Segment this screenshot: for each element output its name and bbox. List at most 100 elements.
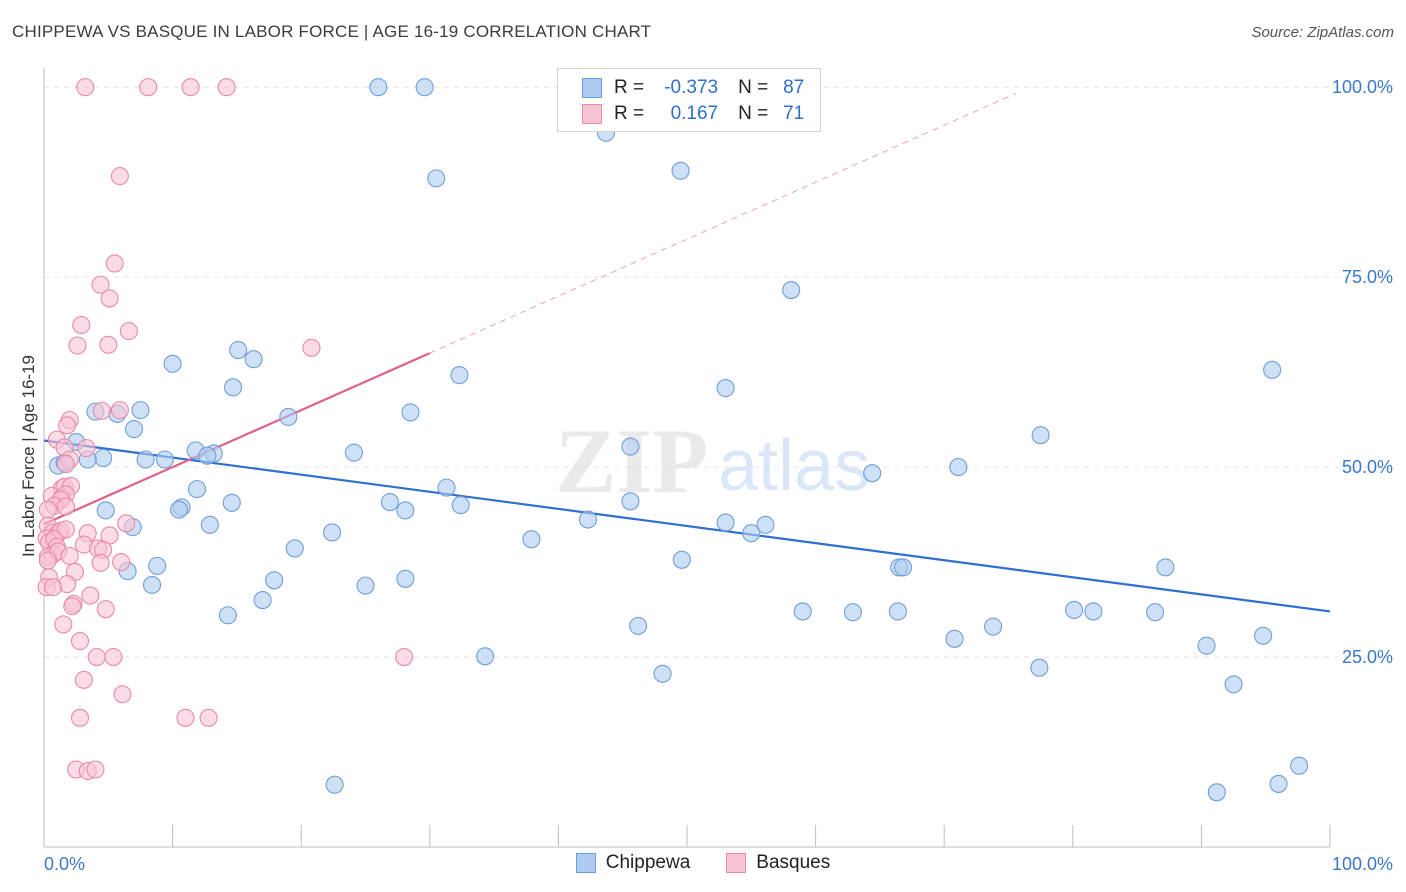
point-chippewa bbox=[427, 169, 446, 188]
point-chippewa bbox=[984, 617, 1003, 636]
legend-n-value: 87 bbox=[783, 77, 805, 98]
point-chippewa bbox=[1156, 558, 1175, 577]
point-basques bbox=[70, 708, 90, 727]
point-chippewa bbox=[415, 78, 434, 97]
trend-line-chippewa bbox=[43, 439, 1331, 613]
point-chippewa bbox=[522, 530, 541, 549]
point-chippewa bbox=[756, 515, 775, 534]
point-basques bbox=[139, 78, 158, 97]
point-chippewa bbox=[244, 350, 263, 369]
point-basques bbox=[43, 578, 63, 597]
point-basques bbox=[199, 708, 218, 727]
point-chippewa bbox=[716, 379, 735, 398]
gridlines bbox=[44, 86, 1392, 658]
point-chippewa bbox=[793, 602, 812, 621]
legend-label-chippewa: Chippewa bbox=[605, 852, 691, 873]
point-chippewa bbox=[218, 606, 237, 625]
point-chippewa bbox=[1263, 360, 1282, 379]
point-basques bbox=[70, 632, 90, 651]
tick-labels: 25.0% 50.0% 75.0% 100.0% 0.0% 100.0% bbox=[44, 77, 1393, 874]
point-chippewa bbox=[843, 603, 862, 622]
legend-n-label: N = bbox=[738, 103, 769, 124]
point-chippewa bbox=[1269, 774, 1288, 793]
point-chippewa bbox=[476, 647, 495, 666]
point-basques bbox=[104, 647, 123, 667]
point-chippewa bbox=[1146, 603, 1165, 622]
point-basques bbox=[176, 708, 195, 727]
legend-r-value: 0.167 bbox=[670, 103, 719, 124]
point-chippewa bbox=[1084, 602, 1103, 621]
legend-item-basques[interactable]: Basques bbox=[726, 852, 830, 874]
chart-title: CHIPPEWA VS BASQUE IN LABOR FORCE | AGE … bbox=[12, 22, 652, 41]
point-chippewa bbox=[124, 420, 144, 439]
legend-r-value: -0.373 bbox=[664, 77, 719, 98]
point-chippewa bbox=[945, 629, 964, 648]
source-credit: Source: ZipAtlas.com bbox=[1251, 24, 1394, 41]
point-chippewa bbox=[1290, 756, 1309, 775]
data-points bbox=[37, 78, 1309, 802]
y-tick-label: 75.0% bbox=[1342, 267, 1393, 287]
point-basques bbox=[56, 520, 75, 539]
point-chippewa bbox=[1197, 636, 1216, 655]
point-chippewa bbox=[396, 501, 415, 520]
trend-lines bbox=[43, 92, 1331, 613]
point-chippewa bbox=[621, 437, 640, 456]
point-chippewa bbox=[187, 480, 207, 499]
point-basques bbox=[60, 546, 79, 566]
point-chippewa bbox=[621, 492, 640, 511]
trend-extension-basques bbox=[429, 92, 1017, 354]
point-basques bbox=[100, 289, 119, 308]
point-chippewa bbox=[148, 556, 167, 575]
point-chippewa bbox=[356, 576, 375, 595]
point-chippewa bbox=[198, 446, 217, 465]
point-basques bbox=[395, 647, 414, 667]
point-basques bbox=[74, 670, 93, 689]
y-tick-label: 25.0% bbox=[1342, 647, 1393, 667]
point-basques bbox=[112, 553, 131, 572]
point-chippewa bbox=[629, 616, 648, 635]
point-chippewa bbox=[369, 78, 388, 97]
point-chippewa bbox=[863, 464, 882, 483]
point-basques bbox=[56, 497, 75, 516]
point-chippewa bbox=[169, 500, 189, 519]
point-basques bbox=[113, 685, 132, 704]
x-tick-label: 0.0% bbox=[44, 854, 85, 874]
point-basques bbox=[91, 553, 110, 572]
point-basques bbox=[92, 401, 111, 420]
point-chippewa bbox=[401, 403, 420, 422]
point-basques bbox=[91, 275, 110, 294]
point-chippewa bbox=[142, 575, 162, 594]
point-chippewa bbox=[279, 407, 298, 427]
point-chippewa bbox=[1254, 626, 1273, 645]
legend-row-basques: R = 0.167 N = 71 bbox=[582, 102, 804, 126]
point-basques bbox=[119, 322, 138, 341]
point-chippewa bbox=[253, 591, 272, 610]
point-chippewa bbox=[888, 602, 907, 621]
point-chippewa bbox=[94, 448, 113, 468]
point-chippewa bbox=[450, 366, 469, 385]
point-basques bbox=[54, 615, 73, 634]
legend-r-label: R = bbox=[614, 103, 645, 124]
point-chippewa bbox=[344, 443, 363, 462]
point-chippewa bbox=[265, 571, 284, 590]
y-tick-label: 50.0% bbox=[1342, 457, 1393, 477]
point-chippewa bbox=[229, 341, 248, 360]
point-chippewa bbox=[949, 458, 968, 477]
point-chippewa bbox=[578, 510, 598, 529]
y-tick-label: 100.0% bbox=[1332, 77, 1393, 97]
point-chippewa bbox=[653, 664, 672, 683]
watermark-atlas: atlas bbox=[718, 426, 870, 506]
point-chippewa bbox=[672, 550, 691, 569]
point-chippewa bbox=[96, 501, 115, 520]
legend-label-basques: Basques bbox=[756, 852, 831, 873]
point-basques bbox=[87, 647, 106, 667]
point-chippewa bbox=[1030, 658, 1049, 677]
point-chippewa bbox=[136, 450, 155, 469]
point-basques bbox=[86, 760, 105, 779]
legend-swatch-basques bbox=[726, 853, 747, 873]
legend-n-label: N = bbox=[738, 77, 769, 98]
point-chippewa bbox=[285, 539, 304, 558]
legend-item-chippewa[interactable]: Chippewa bbox=[575, 852, 691, 874]
point-basques bbox=[99, 335, 118, 354]
